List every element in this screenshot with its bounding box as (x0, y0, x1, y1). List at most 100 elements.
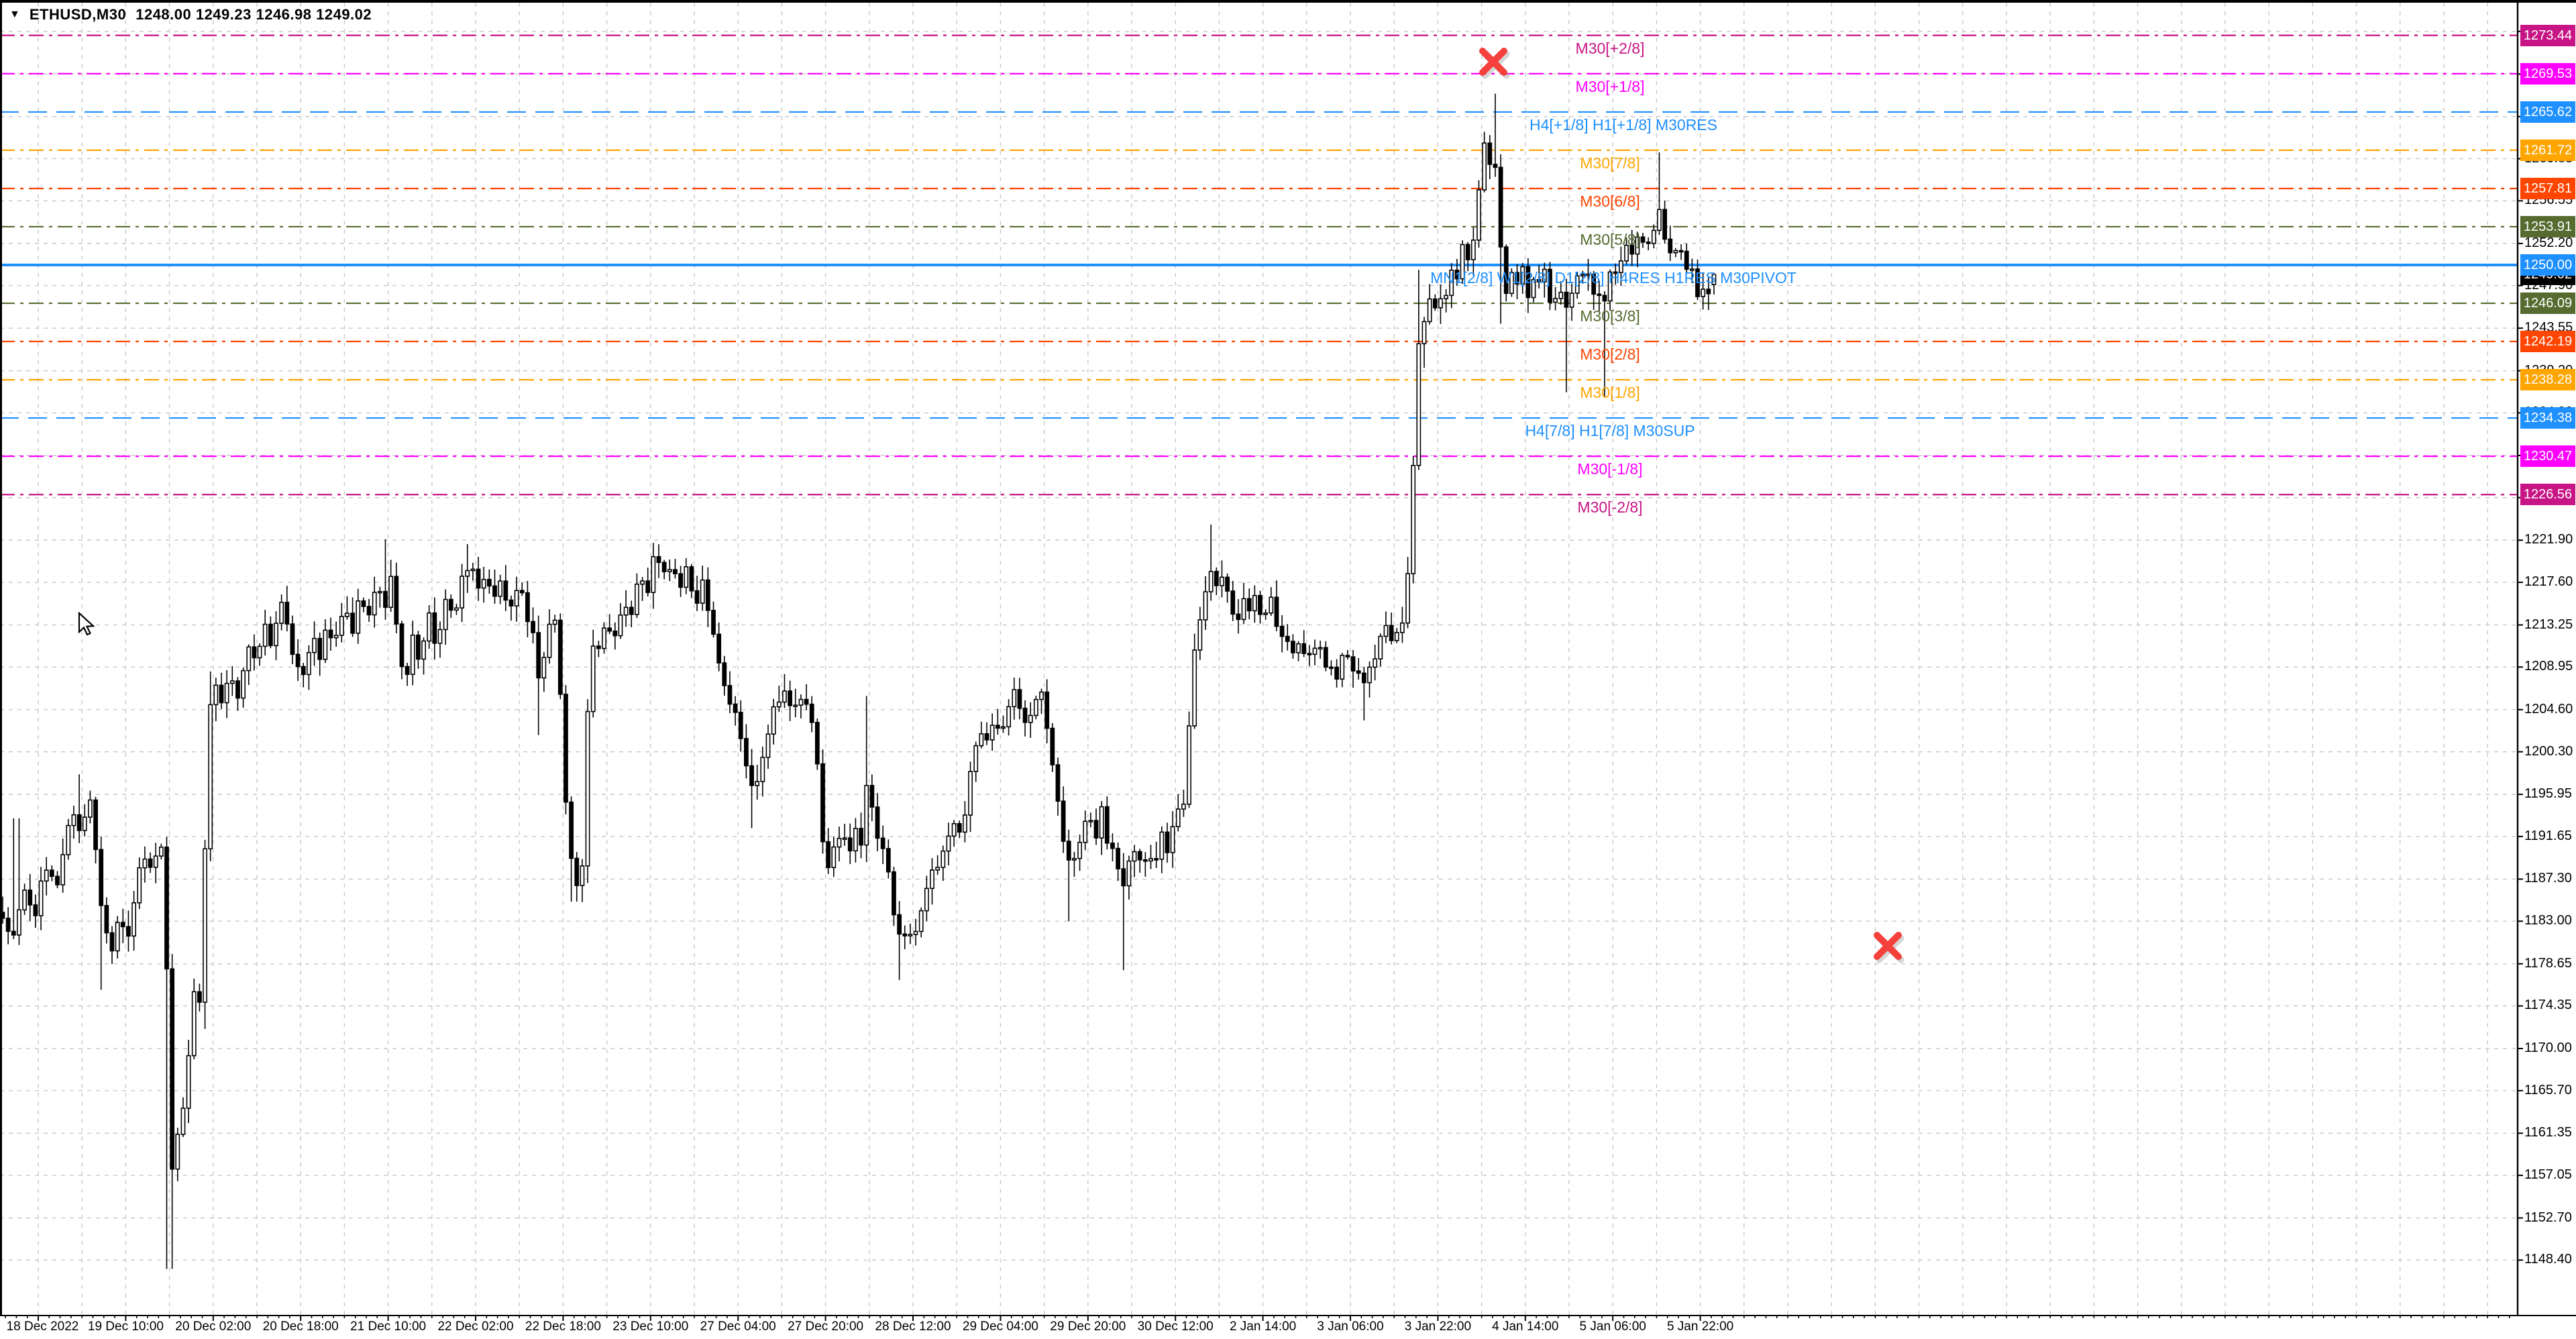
candle-body (689, 566, 694, 592)
candle-body (1050, 727, 1055, 765)
candle-body (405, 665, 410, 676)
candle-body (71, 814, 76, 826)
candle-body (645, 580, 651, 593)
candle-body (191, 991, 197, 1057)
candle-body (1017, 689, 1022, 709)
candle-body (656, 556, 661, 564)
candle-body (541, 657, 547, 679)
level-price-badge: 1261.72 (2520, 139, 2575, 161)
candle-body (33, 904, 38, 916)
price-tick-label: 1148.40 (2524, 1252, 2572, 1267)
candle-body (1066, 841, 1071, 861)
price-tick-label: 1208.95 (2524, 659, 2573, 674)
candle-body (623, 606, 629, 616)
level-price-badge: 1238.28 (2520, 369, 2575, 391)
candle-body (924, 888, 929, 912)
candle-body (1197, 619, 1203, 651)
candle-body (350, 612, 355, 634)
candle-body (1301, 643, 1307, 654)
candle-body (1673, 250, 1678, 254)
candle-body (1711, 274, 1717, 286)
candle-body (1187, 725, 1191, 805)
candle-body (1668, 238, 1673, 254)
candle-body (1279, 625, 1285, 637)
candle-body (1405, 573, 1410, 624)
candle-body (1635, 236, 1640, 255)
time-axis-label: 22 Dec 18:00 (525, 1320, 601, 1334)
candle-body (957, 822, 962, 833)
candle-body (432, 612, 437, 644)
candle-body (224, 682, 229, 704)
candle-body (514, 590, 519, 607)
candle-body (782, 690, 787, 703)
candle-body (99, 849, 104, 906)
candle-body (213, 684, 219, 706)
candle-body (1001, 726, 1006, 729)
candle-body (388, 576, 394, 608)
candle-body (1454, 269, 1460, 280)
candle-body (809, 703, 814, 723)
candle-body (153, 855, 158, 868)
candle-body (361, 600, 366, 607)
candle-body (776, 701, 782, 708)
candle-body (951, 822, 957, 837)
symbol-dropdown-icon[interactable]: ▼ (9, 9, 20, 20)
candle-body (547, 623, 552, 658)
price-tick-label: 1195.95 (2524, 786, 2572, 802)
candle-body (1148, 858, 1153, 862)
time-axis-label: 20 Dec 18:00 (262, 1320, 339, 1334)
level-price-badge: 1242.19 (2520, 331, 2575, 353)
time-axis-label: 19 Dec 10:00 (87, 1320, 164, 1334)
candle-body (1498, 166, 1503, 248)
candle-body (755, 781, 760, 786)
candle-body (508, 599, 514, 607)
candle-body (44, 869, 49, 882)
candle-body (1345, 655, 1350, 657)
candle-body (536, 632, 541, 679)
level-price-badge: 1269.53 (2520, 62, 2575, 85)
candle-body (88, 799, 93, 818)
candle-body (1220, 576, 1224, 586)
candle-body (569, 801, 574, 859)
candle-body (1022, 708, 1028, 723)
candle-body (1214, 571, 1219, 586)
candle-body (1274, 596, 1279, 627)
candle-body (705, 579, 710, 611)
candle-body (1602, 294, 1607, 302)
candle-body (1470, 239, 1476, 260)
candle-body (1515, 272, 1519, 285)
candle-body (1509, 272, 1514, 294)
candle-body (1077, 841, 1082, 859)
candle-body (765, 733, 771, 758)
candle-body (1432, 298, 1438, 309)
candle-body (1132, 851, 1137, 862)
axis-separator-line (0, 1315, 2576, 1316)
candle-body (1203, 591, 1208, 621)
candle-body (831, 846, 837, 869)
time-axis-label: 30 Dec 12:00 (1137, 1320, 1214, 1334)
candle-body (941, 850, 946, 868)
candle-body (519, 590, 525, 594)
candle-body (744, 738, 749, 767)
candle-body (1525, 266, 1531, 299)
candle-body (22, 890, 27, 911)
candle-body (651, 556, 656, 593)
candle-body (120, 922, 125, 928)
candle-body (1389, 625, 1394, 641)
candle-body (437, 629, 443, 644)
candle-body (394, 576, 399, 625)
candle-body (109, 932, 115, 952)
level-price-badge: 1230.47 (2520, 445, 2575, 468)
time-axis-label: 29 Dec 20:00 (1050, 1320, 1126, 1334)
candle-body (1438, 298, 1443, 309)
candle-body (678, 573, 683, 588)
candle-body (1416, 343, 1421, 466)
time-axis-label: 2 Jan 14:00 (1229, 1320, 1297, 1334)
candle-body (377, 590, 382, 594)
candle-body (1181, 803, 1186, 810)
candle-body (17, 909, 21, 936)
candle-body (503, 580, 508, 601)
candle-body (629, 606, 634, 615)
candle-body (241, 670, 246, 699)
